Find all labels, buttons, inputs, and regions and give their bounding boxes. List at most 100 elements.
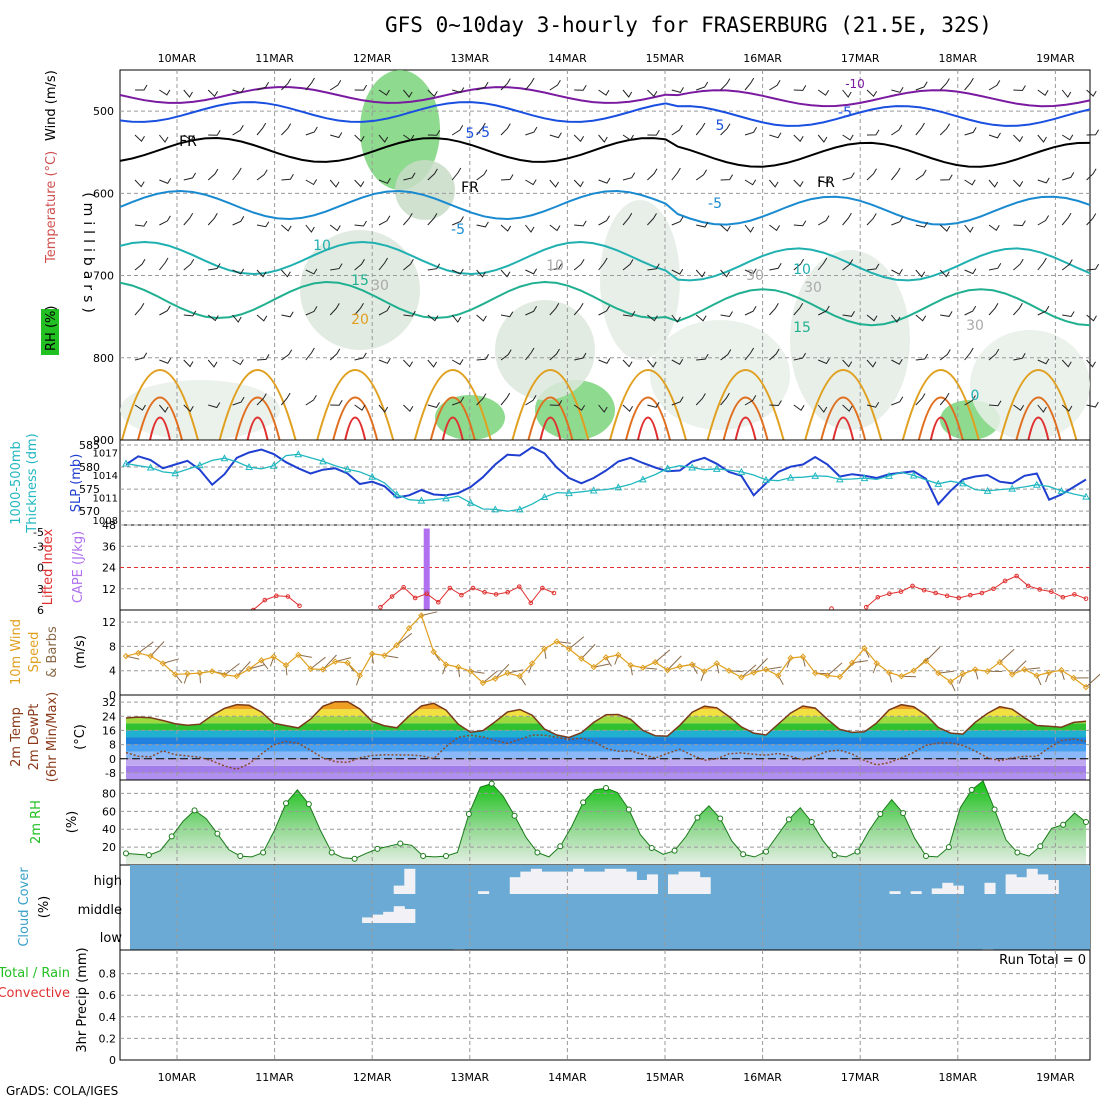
warm-isotherm [218, 369, 297, 441]
wind-barb [354, 259, 365, 271]
temp-tick: 16 [102, 724, 116, 737]
wind-barb [744, 224, 755, 233]
cloud-bar-high [889, 891, 901, 894]
wind-barb [842, 134, 854, 141]
wind-barb [329, 224, 341, 232]
wind-barb [622, 172, 636, 181]
wind-speed-point [1070, 674, 1077, 682]
wind-speed-point [1082, 683, 1090, 691]
wind-barb [671, 87, 684, 93]
wind-speed-point [922, 657, 930, 665]
wind-barb [891, 314, 901, 323]
wind-barb [330, 132, 343, 139]
hot-isotherm [149, 416, 171, 441]
wind-barb [183, 359, 194, 368]
wind-barb [891, 216, 904, 226]
wind-speed-point [750, 669, 757, 676]
rh-tick: 60 [102, 805, 116, 818]
wind-speed-point [1008, 671, 1016, 678]
isotherm-contour [119, 86, 1091, 108]
wind-barb [232, 87, 245, 94]
cloud-bar-high [646, 874, 658, 894]
thickness-point [540, 493, 549, 501]
wind-barb [159, 257, 169, 271]
wind-barb [939, 78, 950, 91]
wind-barb [549, 224, 561, 232]
wind-speed-point [270, 653, 277, 660]
cloud-bar-high [551, 871, 564, 894]
wind-barb [622, 310, 636, 317]
wind-barb [525, 395, 537, 406]
wind-barb [330, 400, 343, 406]
li-point [1072, 592, 1077, 597]
thickness-point [639, 475, 647, 483]
thickness-tick: 570 [79, 505, 100, 518]
wind-barb [525, 126, 538, 136]
wind-speed-point [898, 672, 905, 680]
li-point [875, 594, 881, 600]
thickness-point [269, 461, 278, 469]
li-point [910, 583, 915, 589]
wind-speed-point [368, 650, 376, 657]
li-point [1049, 589, 1054, 594]
li-point [389, 594, 395, 599]
thickness-point [245, 463, 253, 471]
thickness-point [909, 471, 918, 479]
cloud-bar-high [931, 888, 943, 894]
x-tick-top: 17MAR [841, 52, 880, 65]
cloud-bar-high [478, 891, 490, 894]
wind-barb [150, 641, 165, 657]
cloud-bar-high [942, 882, 954, 894]
wind-speed-point [873, 660, 880, 667]
wind-barb [256, 269, 267, 278]
wind-speed-point [504, 669, 511, 677]
wind-barb [866, 129, 880, 136]
wind-barb [647, 168, 658, 181]
thickness-point [589, 486, 598, 494]
x-tick-bottom: 15MAR [646, 1071, 685, 1084]
wind-barb [1013, 179, 1024, 188]
pressure-tick: 600 [93, 187, 114, 200]
thickness-point [614, 483, 623, 491]
wind-speed-point [590, 663, 597, 671]
wind-barb [427, 89, 438, 98]
wind-barb [671, 359, 684, 365]
li-point [378, 604, 383, 610]
wind-barb [915, 122, 925, 136]
wind-barb [159, 357, 172, 364]
thickness-tick: 585 [79, 439, 100, 452]
isotherm-contour [119, 240, 1091, 282]
wind-barb [159, 134, 169, 143]
wind-speed-point [381, 652, 388, 659]
wind-barb [647, 402, 660, 408]
rh-point [808, 819, 815, 826]
thickness-point [737, 467, 746, 475]
wind-barb [720, 78, 731, 91]
rh-point [854, 848, 861, 855]
rh-point [923, 853, 929, 860]
slp-tick: 1008 [93, 516, 118, 527]
warm-isotherm [625, 396, 671, 441]
wind-barb [695, 393, 706, 406]
wind-barb [500, 392, 511, 406]
wind-barb [183, 134, 195, 141]
rh-point [1060, 821, 1067, 828]
wind-barb [940, 174, 953, 181]
wind-barb [134, 352, 148, 361]
rh-point [580, 799, 587, 806]
wind-speed-point [565, 645, 573, 653]
wind-barb [1086, 213, 1097, 226]
wind-speed-line [125, 614, 1087, 688]
cloud-bar-high [604, 868, 616, 894]
wind-barb [305, 347, 315, 361]
cloud-tick-high: high [94, 874, 122, 889]
wind-tick: 0 [109, 689, 116, 702]
wind-barb [207, 213, 218, 226]
wind-barb [183, 172, 197, 181]
wind-barb [1061, 259, 1073, 271]
cloud-bar-high [562, 871, 574, 894]
thickness-point [663, 464, 672, 472]
wind-tick: 12 [102, 616, 116, 629]
wind-barb [476, 354, 490, 361]
wind-barb [671, 124, 683, 136]
